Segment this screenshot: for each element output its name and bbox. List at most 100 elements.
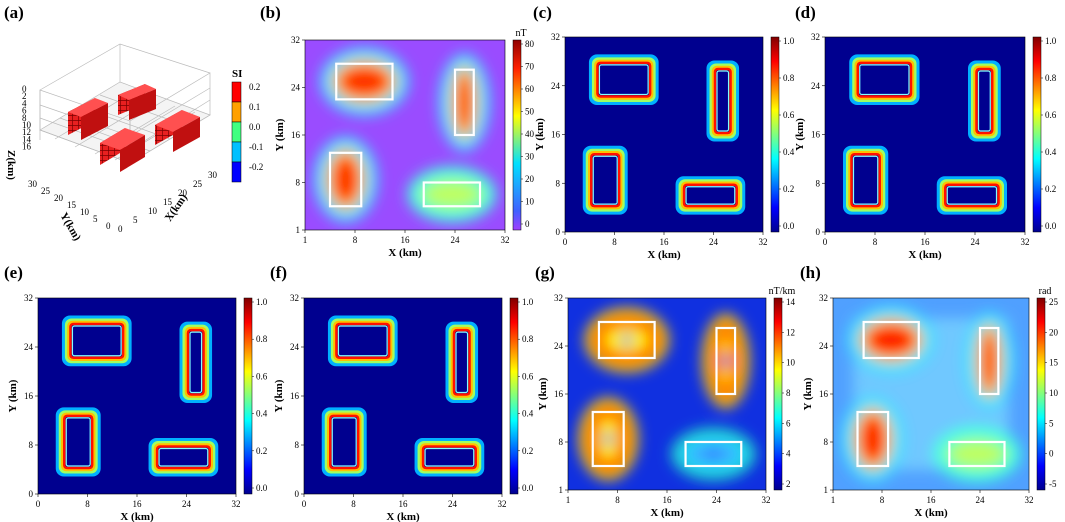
- source-outline: [948, 440, 1006, 468]
- y-tick-label: 16: [290, 391, 300, 401]
- x-axis-label: X (km): [650, 507, 684, 519]
- model-block: [155, 110, 200, 152]
- panel-label: (e): [4, 263, 23, 282]
- panel-d: (d) 0 8 16 24 32 32 24 16 8 0 X (km) Y (km) 1.0 0.8 0.6…: [794, 3, 1057, 261]
- colorbar-tick-label: 1.0: [522, 297, 534, 307]
- y-tick-label: 25: [41, 186, 51, 196]
- colorbar-tick-label: 20: [525, 174, 535, 184]
- y-tick-label: 24: [24, 342, 34, 352]
- y-axis-label: Y (km): [537, 377, 549, 410]
- source-outline: [597, 320, 656, 360]
- panel-f: (f) 0 8 16 24 32 32 24 16 8 0 X (km) Y (km) 1.0 0.8 0.6…: [270, 263, 534, 522]
- plot-area: [825, 37, 1025, 232]
- y-tick-label: 32: [811, 32, 820, 42]
- x-tick-label: 16: [660, 237, 670, 247]
- y-axis-label: Y (km): [534, 118, 546, 151]
- x-tick-label: 8: [880, 495, 885, 505]
- x-tick-label: 24: [182, 499, 192, 509]
- colorbar-tick-label: 12: [786, 327, 795, 337]
- model-block: [68, 98, 108, 140]
- colorbar-tick-label: 5: [1049, 418, 1054, 428]
- colorbar-tick-label: 0.2: [249, 82, 260, 92]
- source-outline: [684, 440, 743, 468]
- colorbar-tick-label: 15: [1049, 358, 1059, 368]
- panel-label: (b): [260, 3, 281, 22]
- colorbar-tick-label: 6: [786, 418, 791, 428]
- y-tick-label: 0: [29, 489, 34, 499]
- edge-ring: [179, 321, 213, 403]
- y-tick-label: 1: [559, 485, 564, 495]
- source-outline: [335, 62, 394, 101]
- edge-ring: [843, 145, 889, 215]
- y-tick-label: 32: [551, 32, 560, 42]
- colorbar-tick-label: 2: [786, 479, 791, 489]
- edge-ring: [582, 145, 628, 215]
- y-tick-label: 16: [554, 389, 564, 399]
- edge-ring: [148, 438, 219, 477]
- colorbar-tick-label: 0.4: [783, 147, 795, 157]
- colorbar-title: SI: [232, 68, 242, 80]
- colorbar-tick-label: -5: [1049, 479, 1057, 489]
- x-tick-label: 16: [921, 237, 931, 247]
- colorbar: [773, 297, 783, 491]
- source-outline: [715, 326, 737, 396]
- source-outline: [978, 326, 1000, 396]
- x-tick-label: 32: [1021, 237, 1030, 247]
- panel-label: (a): [4, 3, 24, 22]
- plot-area: [568, 298, 766, 490]
- plot-area: [304, 298, 502, 494]
- y-tick-label: 20: [54, 193, 64, 203]
- colorbar-tick-label: -0.2: [249, 162, 263, 172]
- colorbar-tick-label: 80: [525, 39, 535, 49]
- edge-ring: [321, 407, 367, 477]
- colorbar-tick-label: 0.0: [1045, 221, 1057, 231]
- x-tick-label: 1: [303, 235, 308, 245]
- y-axis-label: Y (km): [794, 118, 806, 151]
- edge-ring: [414, 438, 485, 477]
- z-tick-label: 10: [22, 120, 32, 130]
- colorbar: [231, 81, 242, 183]
- colorbar-unit: nT: [515, 28, 526, 39]
- y-tick-label: 24: [554, 341, 564, 351]
- y-axis-label: Y (km): [7, 379, 19, 412]
- panel-label: (d): [795, 3, 816, 22]
- x-tick-label: 16: [927, 495, 937, 505]
- colorbar-tick-label: 0.0: [783, 221, 795, 231]
- x-tick-label: 0: [563, 237, 568, 247]
- y-tick-label: 32: [24, 293, 33, 303]
- z-tick-label: 8: [22, 113, 27, 123]
- colorbar-tick-label: 40: [525, 129, 535, 139]
- x-axis-label: X (km): [914, 507, 948, 519]
- x-tick-label: 10: [148, 206, 158, 216]
- x-axis-label: X (km): [120, 511, 154, 522]
- z-tick-label: 4: [22, 98, 27, 108]
- y-tick-label: 0: [106, 221, 111, 231]
- y-tick-label: 0: [556, 227, 561, 237]
- y-tick-label: 16: [811, 130, 821, 140]
- panel-e: (e) 0 8 16 24 32 32 24 16 8 0 X (km) Y (km) 1.0 0.8 0.6…: [4, 263, 268, 522]
- x-tick-label: 5: [133, 215, 138, 225]
- colorbar-tick-label: 8: [786, 388, 791, 398]
- y-tick-label: 5: [93, 214, 98, 224]
- y-tick-label: 8: [295, 440, 300, 450]
- x-tick-label: 0: [118, 224, 123, 234]
- x-tick-label: 32: [501, 235, 510, 245]
- source-outline: [591, 410, 625, 468]
- colorbar-tick-label: 10: [525, 197, 535, 207]
- panel-label: (f): [270, 263, 287, 282]
- x-tick-label: 20: [178, 188, 188, 198]
- colorbar-tick-label: 0.6: [256, 371, 268, 381]
- z-tick-label: 16: [22, 142, 32, 152]
- x-tick-label: 24: [709, 237, 719, 247]
- model-block: [118, 84, 156, 120]
- colorbar-tick-label: 0.6: [522, 371, 534, 381]
- edge-ring: [61, 315, 132, 367]
- x-tick-label: 0: [302, 499, 307, 509]
- x-axis-label: X (km): [388, 247, 422, 259]
- x-axis-ticks: 05 10 15 20 25 30: [118, 170, 218, 234]
- x-tick-label: 8: [85, 499, 90, 509]
